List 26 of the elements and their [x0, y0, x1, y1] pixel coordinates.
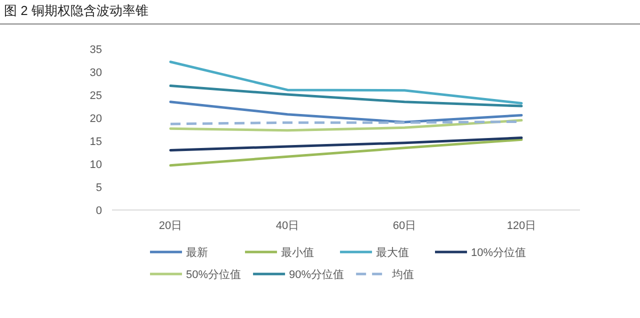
legend-label: 10%分位值	[471, 247, 526, 259]
y-tick-label: 0	[96, 205, 102, 217]
legend-label: 最小值	[281, 246, 314, 259]
y-tick-label: 20	[90, 113, 102, 125]
line-series	[169, 84, 523, 108]
legend-label: 最大值	[376, 246, 409, 259]
chart-title: 图 2 铜期权隐含波动率锥	[4, 3, 148, 18]
y-tick-label: 15	[90, 136, 102, 148]
legend-label: 最新	[186, 246, 208, 259]
y-tick-label: 35	[90, 44, 102, 56]
y-tick-label: 30	[90, 67, 102, 79]
x-tick-label: 120日	[506, 220, 536, 232]
x-tick-label: 60日	[392, 220, 416, 232]
legend-label: 均值	[391, 269, 414, 281]
y-tick-label: 10	[90, 159, 102, 171]
legend-label: 50%分位值	[186, 269, 242, 281]
line-series	[169, 138, 523, 167]
y-tick-label: 25	[90, 90, 102, 102]
legend-label: 90%分位值	[289, 269, 344, 281]
line-series	[169, 100, 523, 124]
line-series	[169, 136, 523, 152]
line-series	[169, 60, 523, 105]
y-tick-label: 5	[96, 182, 102, 194]
x-tick-label: 20日	[158, 220, 182, 232]
line-series	[169, 119, 523, 132]
x-tick-label: 40日	[276, 220, 300, 232]
